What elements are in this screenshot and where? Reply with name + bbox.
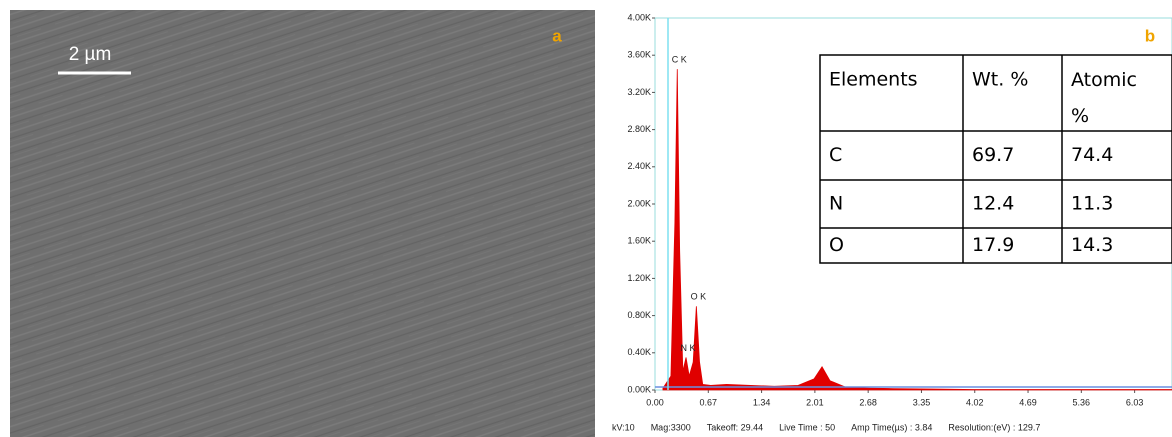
table-cell: N [829, 193, 843, 215]
y-tick-label: 0.80K [627, 310, 651, 320]
peak-label: N K [681, 343, 696, 353]
table-cell: 74.4 [1071, 144, 1113, 166]
x-tick-label: 2.01 [806, 397, 824, 407]
table-header: Wt. % [972, 69, 1028, 91]
x-tick-label: 3.35 [913, 397, 931, 407]
x-tick-label: 4.02 [966, 397, 984, 407]
x-tick-label: 4.69 [1019, 397, 1037, 407]
peak-label: C K [672, 55, 687, 65]
y-tick-label: 1.20K [627, 273, 651, 283]
footer-text: Live Time : 50 [779, 422, 835, 432]
table-cell: 11.3 [1071, 193, 1113, 215]
footer-text: Resolution:(eV) : 129.7 [948, 422, 1040, 432]
x-tick-label: 0.00 [646, 397, 664, 407]
footer-text: Mag:3300 [651, 422, 691, 432]
panel-label: a [552, 26, 562, 45]
peak-label: O K [691, 292, 707, 302]
y-tick-label: 3.60K [627, 50, 651, 60]
table-cell: O [829, 234, 844, 256]
table-header: Elements [829, 69, 918, 91]
y-tick-label: 4.00K [627, 12, 651, 22]
y-tick-label: 2.00K [627, 198, 651, 208]
y-tick-label: 0.00K [627, 384, 651, 394]
x-tick-label: 5.36 [1073, 397, 1091, 407]
x-tick-label: 2.68 [859, 397, 877, 407]
table-cell: 17.9 [972, 234, 1014, 256]
y-tick-label: 2.40K [627, 161, 651, 171]
footer-text: Takeoff: 29.44 [707, 422, 763, 432]
table-cell: C [829, 144, 842, 166]
scale-bar-label: 2 µm [69, 44, 112, 65]
footer-text: Amp Time(µs) : 3.84 [851, 422, 932, 432]
table-cell: 12.4 [972, 193, 1014, 215]
figure: 2 µm a 0.00K 0.40K 0.80K 1.20K 1.60K 2.00K 2.4… [0, 0, 1172, 437]
table-cell: 69.7 [972, 144, 1014, 166]
x-tick-label: 1.34 [753, 397, 771, 407]
x-tick-label: 6.03 [1126, 397, 1144, 407]
y-tick-label: 2.80K [627, 124, 651, 134]
y-tick-label: 1.60K [627, 236, 651, 246]
x-tick-label: 0.67 [700, 397, 718, 407]
table-cell: 14.3 [1071, 234, 1113, 256]
y-tick-label: 3.20K [627, 87, 651, 97]
footer-text: kV:10 [612, 422, 635, 432]
y-tick-label: 0.40K [627, 347, 651, 357]
panel-label: b [1145, 26, 1155, 45]
